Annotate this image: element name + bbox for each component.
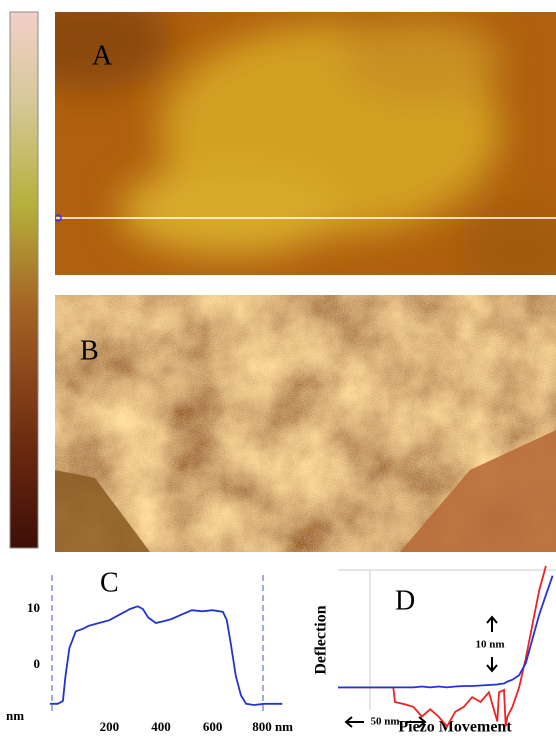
data-line [50, 606, 282, 705]
data-line [338, 566, 546, 726]
panel-title: C [100, 567, 119, 598]
x-tick-label: 400 [151, 719, 171, 734]
annotation: 50 nm [370, 716, 399, 728]
image-b [55, 295, 556, 552]
x-tick-label: 800 nm [252, 719, 293, 734]
panel-title: D [395, 585, 415, 616]
x-tick-label: 600 [203, 719, 223, 734]
annotation: 10 nm [475, 639, 504, 651]
y-axis-label: Deflection [313, 605, 330, 674]
figure: A B C nm D Deflection Piezo Movement 10 … [0, 0, 556, 736]
panel-label: A [92, 40, 113, 71]
panel-label: B [80, 335, 99, 366]
color-bar [10, 12, 38, 548]
y-tick-label: 0 [34, 656, 41, 671]
x-tick-label: 200 [100, 719, 120, 734]
y-axis-label: nm [6, 708, 24, 723]
y-tick-label: 10 [27, 600, 40, 615]
